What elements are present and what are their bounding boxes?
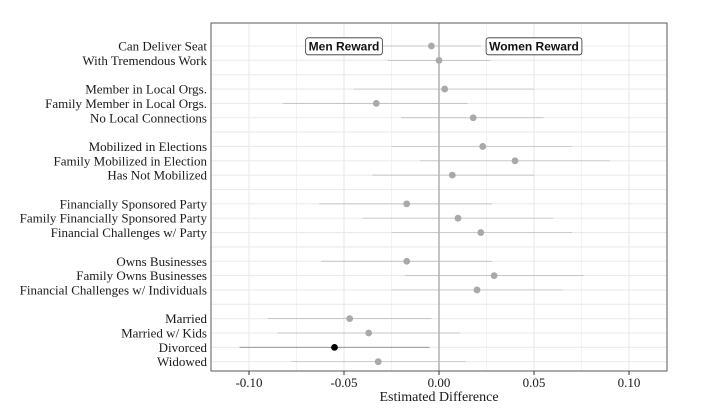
x-tick-label-4: 0.10 (618, 375, 641, 390)
estimate-point-5-0 (346, 315, 354, 323)
x-tick-label-1: -0.05 (330, 375, 357, 390)
y-label-4-0: Owns Businesses (116, 254, 207, 269)
estimate-point-1-2 (469, 114, 477, 122)
y-label-5-0: Married (165, 311, 207, 326)
y-label-4-2: Financial Challenges w/ Individuals (20, 282, 207, 297)
annotation-1: Women Reward (485, 37, 583, 56)
x-tick-label-2: 0.00 (428, 375, 451, 390)
y-label-4-1: Family Owns Businesses (76, 268, 207, 283)
y-label-1-2: No Local Connections (90, 110, 207, 125)
y-label-3-1: Family Financially Sponsored Party (20, 211, 208, 226)
estimate-point-3-1 (454, 214, 462, 222)
y-label-2-2: Has Not Mobilized (107, 168, 207, 183)
annotation-box-1 (485, 37, 583, 56)
annotation-text-0: Men Reward (309, 39, 380, 53)
annotations: Men Reward Women Reward (305, 37, 583, 56)
x-axis: -0.10 -0.05 0.00 0.05 0.10 (235, 371, 640, 390)
y-label-5-2: Divorced (159, 340, 208, 355)
y-label-3-0: Financially Sponsored Party (60, 196, 208, 211)
estimate-point-3-0 (403, 200, 411, 208)
estimate-point-2-1 (511, 157, 519, 165)
estimate-point-5-3 (374, 358, 382, 366)
y-label-2-1: Family Mobilized in Election (54, 153, 208, 168)
y-label-5-1: Married w/ Kids (121, 326, 207, 341)
y-label-1-0: Member in Local Orgs. (85, 82, 207, 97)
estimate-point-4-1 (490, 272, 498, 279)
estimate-point-4-2 (473, 286, 481, 294)
estimate-point-5-2 (331, 343, 338, 351)
estimate-point-0-1 (435, 56, 443, 64)
estimate-point-4-0 (403, 257, 411, 265)
estimate-point-1-1 (372, 100, 380, 107)
x-tick-label-3: 0.05 (523, 375, 546, 390)
x-axis-title: Estimated Difference (379, 390, 498, 405)
y-label-3-2: Financial Challenges w/ Party (51, 225, 208, 240)
y-label-0-1: With Tremendous Work (82, 53, 207, 68)
y-label-0-0: Can Deliver Seat (118, 39, 207, 54)
annotation-0: Men Reward (305, 37, 383, 56)
x-tick-label-0: -0.10 (235, 375, 262, 390)
estimate-point-0-0 (428, 42, 435, 50)
estimate-points (331, 42, 519, 366)
estimate-point-2-2 (448, 171, 456, 179)
annotation-text-1: Women Reward (489, 39, 579, 53)
annotation-box-0 (305, 37, 383, 56)
y-label-1-1: Family Member in Local Orgs. (45, 96, 207, 111)
estimate-point-1-0 (441, 85, 449, 93)
estimate-point-5-1 (365, 329, 373, 337)
estimate-point-2-0 (479, 143, 487, 150)
estimate-point-3-2 (477, 229, 485, 236)
y-label-5-3: Widowed (157, 354, 208, 369)
y-label-2-0: Mobilized in Elections (89, 139, 207, 154)
